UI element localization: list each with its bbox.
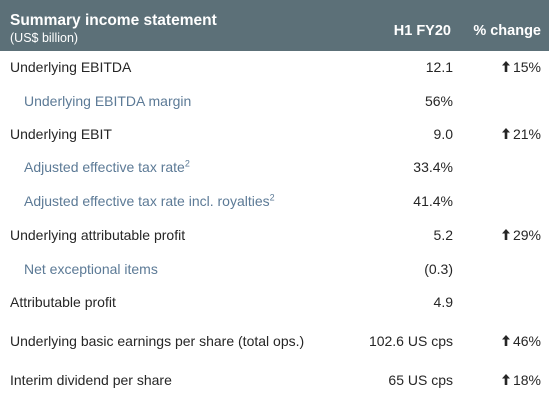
table-row: Underlying EBIT 9.0 21%: [0, 123, 549, 145]
table-row: Interim dividend per share 65 US cps 18%: [0, 369, 549, 391]
row-label: Interim dividend per share: [10, 372, 172, 388]
column-header-period: H1 FY20: [393, 23, 451, 39]
row-change: 29%: [501, 224, 541, 246]
arrow-up-icon: [501, 335, 510, 346]
row-value: 9.0: [433, 126, 453, 142]
arrow-up-icon: [501, 61, 510, 72]
row-value: 41.4%: [413, 193, 453, 209]
row-value: (0.3): [424, 261, 453, 277]
row-label: Underlying EBITDA margin: [24, 93, 192, 109]
row-change: 46%: [501, 330, 541, 352]
table-row: Attributable profit 4.9: [0, 291, 549, 313]
row-label: Attributable profit: [10, 294, 116, 310]
table-subtitle: (US$ billion): [10, 31, 79, 45]
row-label: Underlying basic earnings per share (tot…: [10, 333, 305, 349]
row-change: 18%: [501, 369, 541, 391]
table-row: Underlying EBITDA margin 56%: [0, 90, 549, 112]
row-label: Underlying EBITDA: [10, 59, 132, 75]
arrow-up-icon: [501, 128, 510, 139]
row-value: 33.4%: [413, 159, 453, 175]
table-header: Summary income statement (US$ billion) H…: [0, 0, 549, 51]
row-value: 102.6 US cps: [368, 333, 453, 349]
row-value: 4.9: [433, 294, 453, 310]
arrow-up-icon: [501, 229, 510, 240]
row-label: Adjusted effective tax rate2: [24, 158, 190, 175]
row-label: Underlying attributable profit: [10, 227, 186, 243]
table-title: Summary income statement: [10, 12, 217, 29]
table-row: Underlying basic earnings per share (tot…: [0, 330, 549, 352]
row-label: Net exceptional items: [24, 261, 158, 277]
column-header-change: % change: [473, 23, 541, 39]
row-value: 5.2: [433, 227, 453, 243]
row-change: 15%: [501, 56, 541, 78]
arrow-up-icon: [501, 374, 510, 385]
footnote-marker: 2: [184, 158, 190, 169]
table-row: Adjusted effective tax rate2 33.4%: [0, 156, 549, 178]
row-value: 12.1: [425, 59, 453, 75]
row-change: 21%: [501, 123, 541, 145]
table-row: Underlying attributable profit 5.2 29%: [0, 224, 549, 246]
table-row: Underlying EBITDA 12.1 15%: [0, 56, 549, 78]
table-row: Net exceptional items (0.3): [0, 258, 549, 280]
row-label: Adjusted effective tax rate incl. royalt…: [24, 192, 275, 209]
row-value: 65 US cps: [388, 372, 453, 388]
row-label: Underlying EBIT: [10, 126, 112, 142]
footnote-marker: 2: [269, 192, 275, 203]
row-value: 56%: [424, 93, 453, 109]
table-row: Adjusted effective tax rate incl. royalt…: [0, 190, 549, 212]
